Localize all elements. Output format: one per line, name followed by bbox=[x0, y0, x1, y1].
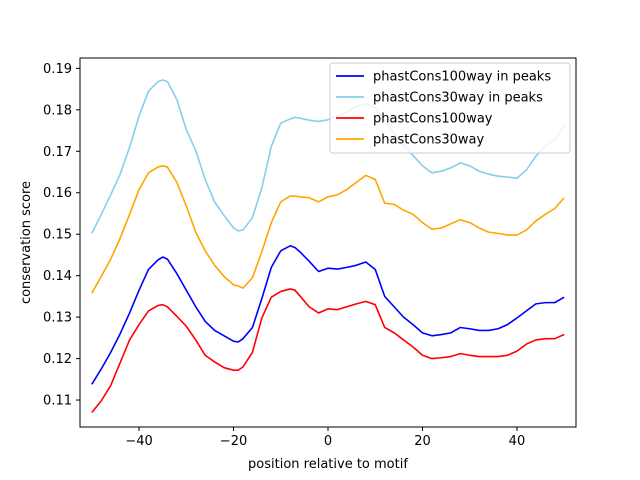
series-line-0 bbox=[91, 245, 565, 385]
x-tick-label: −20 bbox=[220, 434, 247, 449]
x-tick-label: 20 bbox=[414, 434, 431, 449]
y-tick-label: 0.11 bbox=[43, 394, 72, 409]
legend-label-1: phastCons30way in peaks bbox=[373, 91, 543, 106]
x-axis-label: position relative to motif bbox=[248, 457, 408, 472]
y-tick-label: 0.15 bbox=[43, 228, 72, 243]
y-tick-label: 0.17 bbox=[43, 145, 72, 160]
x-axis-ticks: −40 −20 0 20 40 bbox=[125, 427, 525, 449]
series-line-3 bbox=[91, 165, 565, 294]
legend-label-0: phastCons100way in peaks bbox=[373, 70, 551, 85]
y-axis-label: conservation score bbox=[19, 181, 34, 304]
y-tick-label: 0.13 bbox=[43, 311, 72, 326]
y-tick-label: 0.18 bbox=[43, 103, 72, 118]
y-tick-label: 0.19 bbox=[43, 62, 72, 77]
x-tick-label: 40 bbox=[509, 434, 526, 449]
y-tick-label: 0.16 bbox=[43, 186, 72, 201]
series-line-1 bbox=[91, 79, 565, 234]
y-tick-label: 0.12 bbox=[43, 352, 72, 367]
y-axis-ticks: 0.11 0.12 0.13 0.14 0.15 0.16 0.17 0.18 0.19 bbox=[43, 62, 80, 409]
y-tick-label: 0.14 bbox=[43, 269, 72, 284]
legend-label-2: phastCons100way bbox=[373, 112, 493, 127]
legend-box bbox=[329, 62, 571, 154]
series-line-2 bbox=[91, 288, 565, 413]
x-tick-label: −40 bbox=[125, 434, 152, 449]
plot-lines bbox=[91, 79, 565, 413]
legend-label-3: phastCons30way bbox=[373, 133, 485, 148]
legend: phastCons100way in peaks phastCons30way i… bbox=[329, 62, 571, 154]
x-tick-label: 0 bbox=[324, 434, 332, 449]
